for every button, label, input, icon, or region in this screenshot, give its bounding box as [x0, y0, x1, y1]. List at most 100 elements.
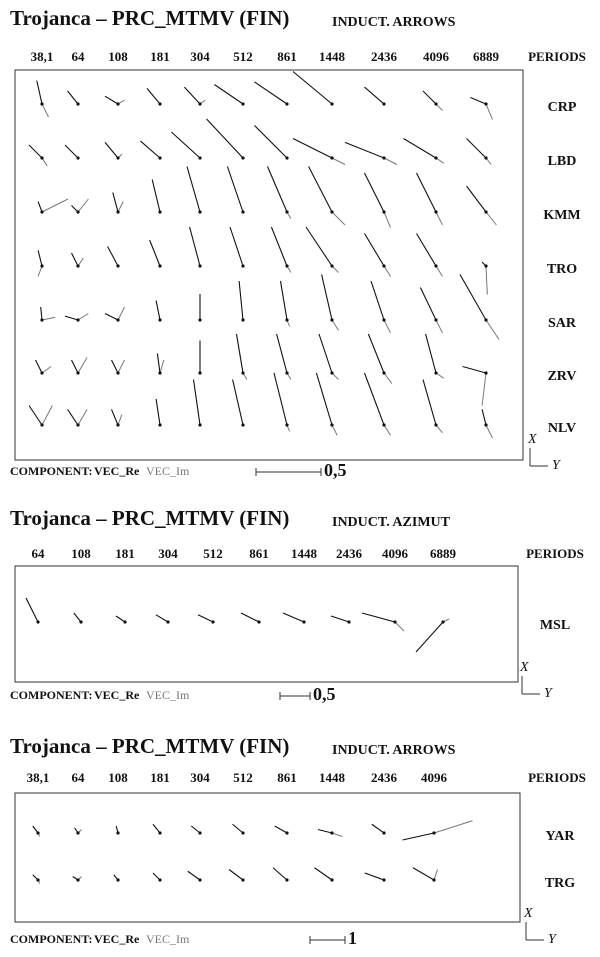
im-arrow — [383, 211, 391, 228]
site-dot — [302, 620, 306, 624]
re-arrow — [183, 86, 201, 105]
re-arrow — [466, 138, 487, 159]
re-arrow — [292, 138, 333, 159]
site-dot — [198, 831, 202, 835]
site-dot — [285, 264, 289, 268]
re-arrow — [115, 615, 126, 623]
im-arrow — [41, 405, 53, 426]
re-arrow — [146, 88, 161, 105]
im-arrow — [331, 319, 339, 331]
im-arrow — [41, 316, 56, 321]
site-dot — [285, 318, 289, 322]
re-arrow — [292, 71, 333, 105]
re-arrow — [67, 409, 79, 426]
re-arrow — [111, 359, 119, 374]
site-dot — [158, 210, 162, 214]
re-arrow — [282, 612, 305, 623]
re-arrow — [40, 306, 43, 321]
period-label: 181 — [115, 546, 135, 561]
im-arrow — [117, 414, 123, 426]
re-arrow — [67, 90, 79, 105]
site-dot — [434, 423, 438, 427]
site-dot — [330, 264, 334, 268]
scale-label: 0,5 — [313, 684, 336, 704]
site-dot — [285, 371, 289, 375]
site-dot — [158, 878, 162, 882]
im-arrow — [435, 319, 443, 334]
site-dot — [434, 318, 438, 322]
re-arrow — [422, 90, 437, 105]
site-dot — [198, 423, 202, 427]
site-dot — [158, 371, 162, 375]
re-arrow — [232, 823, 244, 834]
period-label: 1448 — [319, 49, 346, 64]
site-dot — [484, 156, 488, 160]
im-arrow — [485, 211, 497, 226]
re-arrow — [403, 138, 437, 159]
axis-x-label: X — [527, 432, 537, 447]
re-arrow — [364, 172, 385, 213]
site-dot — [198, 210, 202, 214]
re-arrow — [64, 315, 79, 321]
site-dot — [241, 210, 245, 214]
im-arrow — [485, 319, 500, 340]
site-dot — [330, 371, 334, 375]
site-dot — [382, 264, 386, 268]
re-arrow — [197, 614, 214, 623]
period-label: 64 — [72, 49, 86, 64]
re-arrow — [36, 80, 43, 105]
period-label: 6889 — [430, 546, 457, 561]
site-dot — [241, 423, 245, 427]
period-label: 512 — [203, 546, 223, 561]
site-dot — [241, 831, 245, 835]
site-dot — [330, 102, 334, 106]
re-arrow — [238, 280, 244, 321]
site-dot — [484, 423, 488, 427]
re-arrow — [361, 612, 396, 623]
re-arrow — [228, 869, 244, 881]
site-dot — [158, 318, 162, 322]
site-dot — [382, 423, 386, 427]
site-dot — [158, 423, 162, 427]
station-label: MSL — [540, 618, 570, 633]
im-arrow — [435, 265, 443, 277]
re-arrow — [466, 185, 487, 213]
site-dot — [432, 831, 436, 835]
re-arrow — [412, 867, 435, 881]
re-arrow — [318, 333, 333, 374]
period-label: 4096 — [382, 546, 409, 561]
re-arrow — [459, 274, 487, 321]
period-label: 861 — [277, 770, 297, 785]
site-dot — [241, 264, 245, 268]
re-arrow — [370, 280, 385, 321]
panel-title: Trojanca – PRC_MTMV (FIN) — [10, 506, 289, 530]
site-dot — [382, 878, 386, 882]
site-dot — [76, 423, 80, 427]
im-arrow — [383, 157, 398, 165]
re-arrow — [152, 823, 161, 834]
periods-label: PERIODS — [528, 49, 586, 64]
re-arrow — [71, 252, 79, 267]
site-dot — [36, 878, 40, 882]
site-dot — [198, 371, 202, 375]
site-dot — [241, 878, 245, 882]
site-dot — [40, 102, 44, 106]
period-label: 6889 — [473, 49, 500, 64]
re-arrow — [186, 166, 201, 213]
im-label: VEC_Im — [146, 464, 190, 478]
site-dot — [434, 371, 438, 375]
im-arrow — [331, 832, 343, 837]
re-arrow — [317, 828, 333, 834]
period-label: 4096 — [423, 49, 450, 64]
re-arrow — [64, 144, 79, 159]
period-label: 181 — [150, 770, 170, 785]
re-arrow — [419, 287, 437, 321]
scale-label: 0,5 — [324, 460, 347, 480]
site-dot — [330, 318, 334, 322]
im-arrow — [77, 357, 88, 374]
im-arrow — [433, 869, 438, 881]
axis-x-label: X — [523, 906, 533, 921]
re-arrow — [276, 333, 288, 374]
re-arrow — [71, 359, 79, 374]
period-label: 304 — [190, 49, 210, 64]
